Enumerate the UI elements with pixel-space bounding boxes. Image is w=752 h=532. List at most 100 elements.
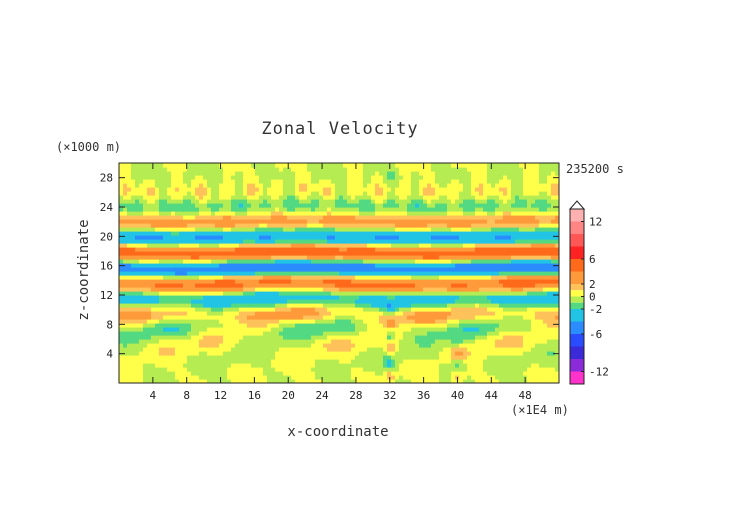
field-cell [159, 211, 164, 216]
field-cell [159, 359, 164, 364]
field-cell [391, 359, 396, 364]
field-cell [339, 351, 344, 356]
field-cell [199, 167, 204, 172]
field-cell [343, 319, 348, 324]
field-cell [419, 299, 424, 304]
field-cell [243, 179, 248, 184]
field-cell [475, 187, 480, 192]
field-cell [303, 267, 308, 272]
field-cell [459, 287, 464, 292]
field-cell [459, 335, 464, 340]
field-cell [215, 219, 220, 224]
field-cell [275, 235, 280, 240]
field-cell [183, 175, 188, 180]
field-cell [227, 267, 232, 272]
field-cell [475, 371, 480, 376]
field-cell [299, 299, 304, 304]
field-cell [475, 307, 480, 312]
field-cell [355, 207, 360, 212]
field-cell [223, 275, 228, 280]
field-cell [407, 187, 412, 192]
field-cell [303, 187, 308, 192]
field-cell [163, 167, 168, 172]
field-cell [299, 187, 304, 192]
field-cell [371, 203, 376, 208]
field-cell [195, 335, 200, 340]
field-cell [223, 231, 228, 236]
field-cell [347, 211, 352, 216]
field-cell [283, 171, 288, 176]
field-cell [375, 327, 380, 332]
field-cell [251, 251, 256, 256]
field-cell [215, 343, 220, 348]
field-cell [451, 339, 456, 344]
field-cell [203, 259, 208, 264]
field-cell [167, 263, 172, 268]
y-axis-label: z-coordinate [76, 219, 92, 320]
field-cell [159, 355, 164, 360]
field-cell [279, 287, 284, 292]
field-cell [351, 295, 356, 300]
field-cell [451, 331, 456, 336]
field-cell [179, 287, 184, 292]
field-cell [287, 275, 292, 280]
field-cell [155, 287, 160, 292]
field-cell [275, 279, 280, 284]
field-cell [267, 323, 272, 328]
field-cell [139, 327, 144, 332]
field-cell [123, 263, 128, 268]
y-unit-label: (×1000 m) [56, 140, 121, 154]
field-cell [283, 163, 288, 168]
field-cell [331, 167, 336, 172]
field-cell [351, 267, 356, 272]
field-cell [443, 295, 448, 300]
field-cell [131, 327, 136, 332]
field-cell [171, 183, 176, 188]
field-cell [131, 367, 136, 372]
field-cell [375, 215, 380, 220]
field-cell [427, 199, 432, 204]
field-cell [447, 255, 452, 260]
field-cell [431, 311, 436, 316]
field-cell [175, 303, 180, 308]
field-cell [463, 331, 468, 336]
field-cell [383, 195, 388, 200]
field-cell [295, 207, 300, 212]
field-cell [287, 263, 292, 268]
field-cell [267, 315, 272, 320]
field-cell [271, 267, 276, 272]
field-cell [139, 179, 144, 184]
field-cell [431, 191, 436, 196]
field-cell [391, 371, 396, 376]
field-cell [471, 343, 476, 348]
field-cell [395, 271, 400, 276]
field-cell [323, 307, 328, 312]
field-cell [355, 363, 360, 368]
field-cell [279, 371, 284, 376]
field-cell [327, 295, 332, 300]
field-cell [279, 291, 284, 296]
field-cell [215, 211, 220, 216]
field-cell [467, 331, 472, 336]
field-cell [151, 207, 156, 212]
field-cell [235, 175, 240, 180]
field-cell [131, 191, 136, 196]
field-cell [215, 307, 220, 312]
field-cell [423, 287, 428, 292]
field-cell [255, 347, 260, 352]
field-cell [287, 363, 292, 368]
field-cell [267, 167, 272, 172]
field-cell [143, 167, 148, 172]
field-cell [387, 211, 392, 216]
field-cell [407, 191, 412, 196]
field-cell [359, 207, 364, 212]
field-cell [119, 183, 124, 188]
field-cell [159, 347, 164, 352]
field-cell [347, 199, 352, 204]
field-cell [411, 363, 416, 368]
field-cell [211, 371, 216, 376]
field-cell [371, 315, 376, 320]
field-cell [315, 379, 320, 383]
field-cell [127, 343, 132, 348]
field-cell [403, 175, 408, 180]
